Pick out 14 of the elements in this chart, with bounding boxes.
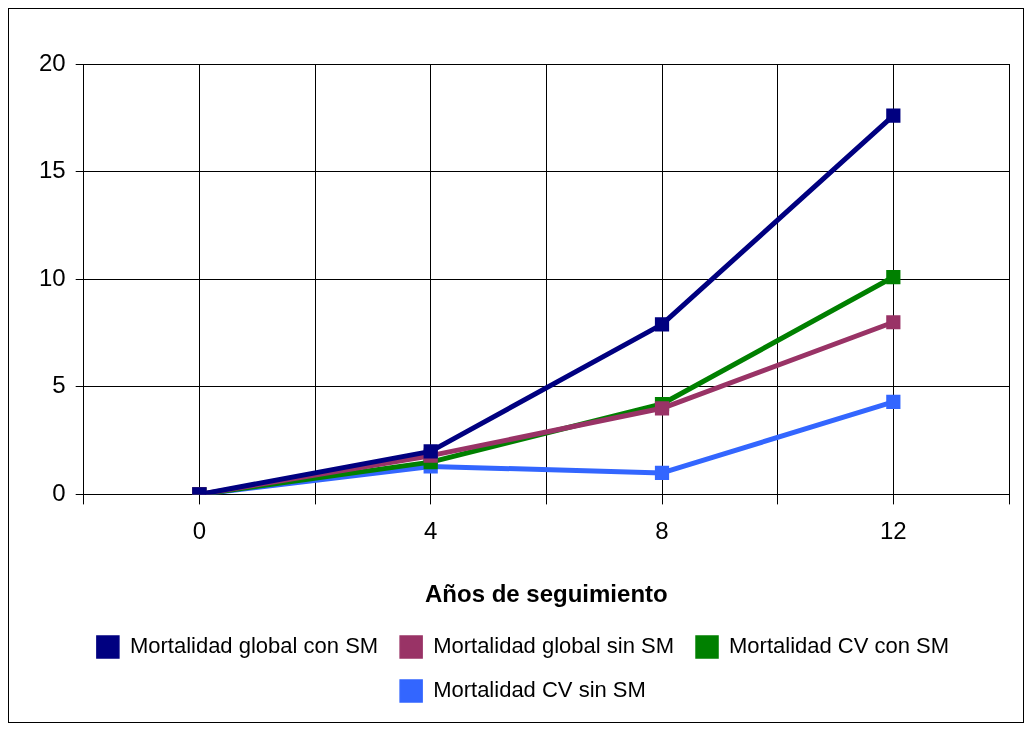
x-tick-label: 12 <box>879 517 907 545</box>
y-tick-label: 5 <box>52 371 66 399</box>
x-tick-label: 0 <box>192 517 207 545</box>
legend-label: Mortalidad global sin SM <box>433 633 675 659</box>
legend-label: Mortalidad CV con SM <box>729 633 950 659</box>
x-axis-title: Años de seguimiento <box>425 580 668 608</box>
x-tick-label: 8 <box>655 517 669 545</box>
y-tick-label: 0 <box>52 479 66 507</box>
legend-label: Mortalidad global con SM <box>129 633 379 659</box>
x-tick-label: 4 <box>424 517 438 545</box>
y-tick-label: 10 <box>38 263 66 291</box>
y-tick-label: 15 <box>38 156 66 184</box>
legend-label: Mortalidad CV sin SM <box>433 677 646 703</box>
y-tick-label: 20 <box>38 48 66 76</box>
